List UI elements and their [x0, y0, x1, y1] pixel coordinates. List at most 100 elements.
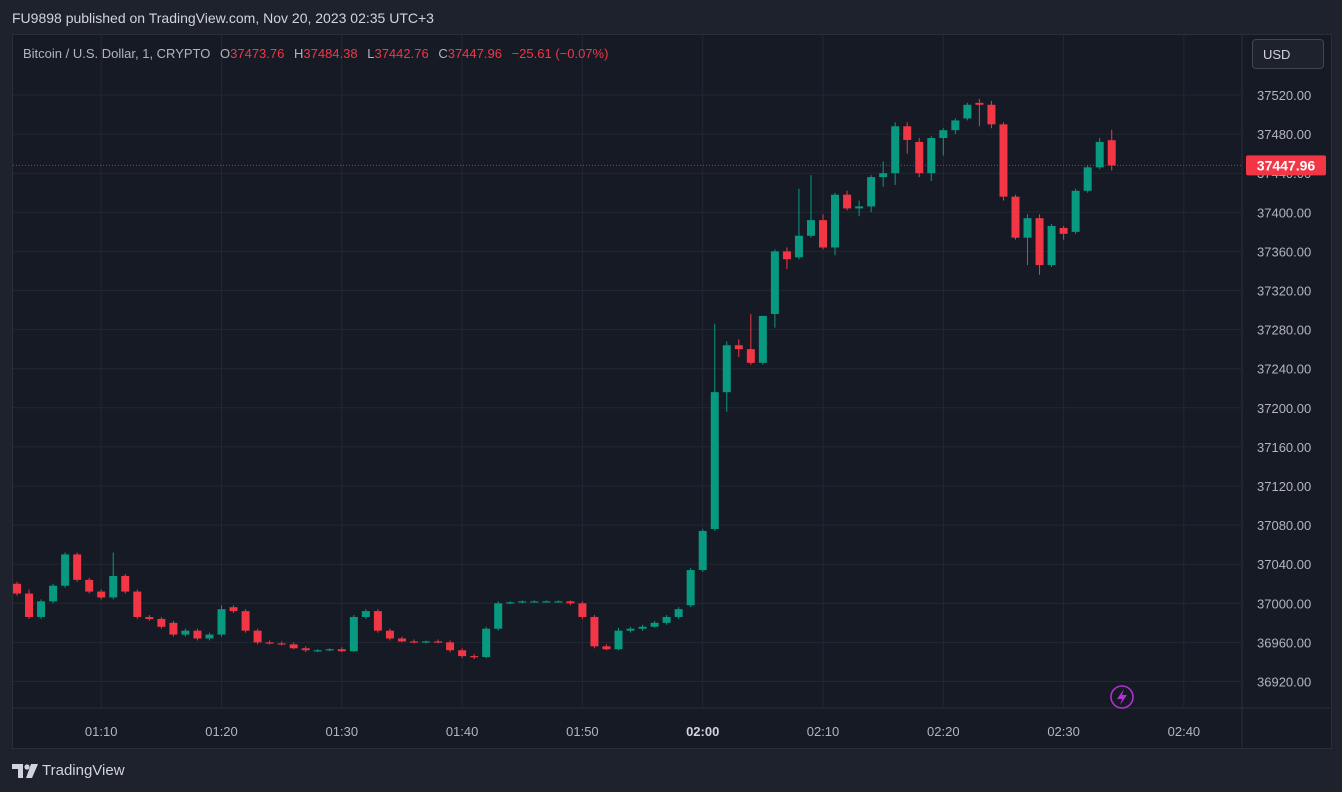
x-tick-label: 02:10	[807, 724, 840, 739]
candle-body	[253, 630, 262, 643]
candle-body	[133, 591, 142, 617]
legend-open-label: O	[220, 46, 231, 61]
candle	[253, 628, 262, 645]
candle-body	[13, 583, 21, 594]
lightning-icon-ring	[1110, 685, 1134, 709]
candle	[855, 200, 864, 217]
lightning-icon[interactable]	[1110, 685, 1134, 709]
candle	[1023, 214, 1032, 266]
candle	[879, 161, 888, 187]
candle	[397, 636, 406, 643]
candle	[987, 100, 996, 129]
candle	[325, 648, 334, 652]
y-tick-label: 37240.00	[1257, 362, 1311, 377]
candle	[734, 339, 743, 357]
candle	[831, 192, 840, 256]
candle-body	[578, 603, 587, 617]
legend-close-value: 37447.96	[447, 46, 502, 61]
y-tick-label: 37200.00	[1257, 401, 1311, 416]
candle-body	[289, 644, 298, 649]
candle-body	[241, 611, 250, 631]
candle-body	[939, 130, 948, 139]
candle	[109, 552, 118, 600]
published-header: FU9898 published on TradingView.com, Nov…	[12, 10, 434, 26]
candle	[927, 136, 936, 182]
candle	[25, 589, 34, 619]
legend-open-value: 37473.76	[230, 46, 285, 61]
candle-body	[1071, 190, 1080, 232]
candle	[265, 640, 274, 645]
candle-body	[373, 611, 382, 631]
candle	[1059, 225, 1068, 240]
candle	[313, 649, 322, 653]
candle-body	[686, 570, 695, 606]
legend-symbol: Bitcoin / U.S. Dollar, 1, CRYPTO	[23, 46, 211, 61]
candle-body	[758, 315, 767, 363]
candle	[686, 568, 695, 608]
candle	[181, 628, 190, 637]
axis-layer: 36920.00 36960.00 37000.00 37040.00 37080.00…	[13, 35, 1330, 747]
candle	[289, 642, 298, 650]
candle-body	[85, 579, 94, 592]
y-tick-label: 37520.00	[1257, 88, 1311, 103]
candle-body	[145, 616, 154, 619]
lightning-icon-bolt	[1117, 689, 1127, 705]
candle-body	[434, 641, 443, 643]
tradingview-logo[interactable]: TradingView	[12, 762, 125, 779]
candle	[530, 600, 539, 603]
candle	[843, 190, 852, 211]
candle-body	[855, 206, 864, 209]
x-tick-label: 02:20	[927, 724, 960, 739]
candle-body	[361, 611, 370, 617]
candle-body	[626, 628, 635, 631]
candle-body	[157, 618, 166, 627]
candle-body	[193, 630, 202, 639]
candle-body	[999, 124, 1008, 197]
candle	[434, 639, 443, 644]
candle	[518, 600, 527, 604]
candle	[554, 600, 563, 603]
candle-body	[1107, 140, 1116, 166]
candle	[1047, 224, 1056, 268]
candle	[891, 122, 900, 185]
candle-body	[458, 650, 467, 657]
candle	[169, 620, 178, 637]
candle-body	[169, 622, 178, 635]
legend-high-label: H	[293, 46, 304, 61]
candle	[193, 628, 202, 641]
candle-body	[734, 345, 743, 350]
candle-body	[337, 649, 346, 652]
candle	[975, 98, 984, 127]
candle	[97, 589, 106, 600]
candle	[85, 577, 94, 594]
candle-body	[385, 630, 394, 639]
candle-body	[422, 641, 431, 643]
y-tick-label: 37280.00	[1257, 323, 1311, 338]
candle	[409, 639, 418, 644]
candle-body	[121, 575, 130, 592]
candle-body	[109, 575, 118, 598]
currency-button[interactable]: USD	[1252, 39, 1324, 69]
candle-body	[843, 194, 852, 209]
candle-body	[831, 194, 840, 248]
legend-low-value: 37442.76	[374, 46, 429, 61]
candle-body	[794, 235, 803, 258]
candle-body	[313, 650, 322, 652]
candle	[590, 615, 599, 649]
candle	[49, 583, 58, 604]
x-tick-label: 01:20	[205, 724, 238, 739]
candle	[458, 648, 467, 659]
candle	[121, 573, 130, 594]
candle-body	[602, 646, 611, 650]
candle-body	[650, 622, 659, 627]
candle-body	[397, 638, 406, 642]
candle	[241, 609, 250, 633]
last-price-label: 37447.96	[1257, 157, 1316, 173]
candle	[506, 601, 515, 605]
candle-body	[1023, 218, 1032, 238]
candle	[1035, 214, 1044, 275]
candle	[385, 628, 394, 641]
candle	[674, 607, 683, 619]
candle	[217, 605, 226, 637]
